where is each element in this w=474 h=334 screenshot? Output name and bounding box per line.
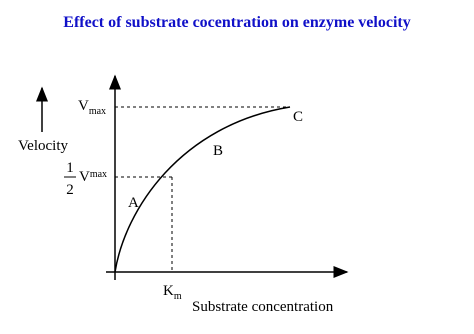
vmax-symbol: V [78, 98, 89, 114]
km-subscript: m [174, 291, 182, 302]
half-vmax-subscript: max [90, 169, 107, 180]
region-label: A [128, 195, 139, 211]
region-label: B [213, 143, 223, 159]
y-axis-label: Velocity [18, 138, 68, 154]
x-axis-label: Substrate concentration [192, 299, 334, 315]
half-numerator: 1 [66, 160, 74, 176]
vmax-subscript: max [89, 106, 106, 117]
title: Effect of substrate cocentration on enzy… [63, 14, 410, 31]
half-vmax-label: Vmax [79, 169, 107, 185]
half-vmax-symbol: V [79, 169, 90, 185]
km-label: Km [163, 283, 182, 302]
region-label: C [293, 109, 303, 125]
km-symbol: K [163, 283, 174, 299]
vmax-label: Vmax [78, 98, 106, 117]
half-denominator: 2 [66, 182, 74, 198]
saturation-curve [114, 106, 291, 273]
